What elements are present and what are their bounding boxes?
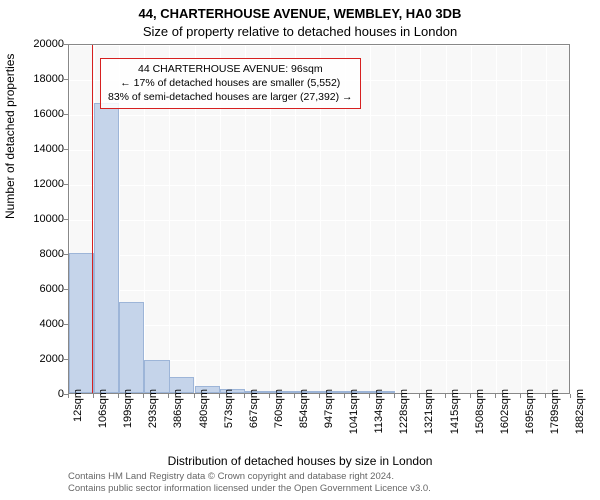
xtick-label: 1321sqm: [423, 389, 435, 449]
histogram-bar: [144, 360, 169, 393]
ytick-label: 14000: [14, 143, 64, 155]
ytick-label: 20000: [14, 38, 64, 50]
xtick-label: 667sqm: [248, 389, 260, 449]
xtick-label: 947sqm: [323, 389, 335, 449]
ytick-label: 10000: [14, 213, 64, 225]
xtick-label: 293sqm: [147, 389, 159, 449]
ytick-label: 12000: [14, 178, 64, 190]
ytick-label: 0: [14, 388, 64, 400]
xtick-label: 1415sqm: [449, 389, 461, 449]
gridline-v: [521, 45, 522, 393]
xtick-mark: [194, 394, 195, 398]
ytick-mark: [64, 79, 68, 80]
annotation-line1: 44 CHARTERHOUSE AVENUE: 96sqm: [108, 62, 353, 76]
xtick-label: 854sqm: [298, 389, 310, 449]
xtick-label: 386sqm: [172, 389, 184, 449]
xtick-mark: [445, 394, 446, 398]
ytick-mark: [64, 219, 68, 220]
gridline-v: [395, 45, 396, 393]
ytick-label: 8000: [14, 248, 64, 260]
x-axis-label: Distribution of detached houses by size …: [0, 454, 600, 468]
xtick-mark: [520, 394, 521, 398]
xtick-mark: [394, 394, 395, 398]
xtick-mark: [545, 394, 546, 398]
reference-line: [92, 45, 93, 393]
xtick-label: 1602sqm: [499, 389, 511, 449]
ytick-mark: [64, 44, 68, 45]
histogram-bar: [69, 253, 94, 393]
ytick-mark: [64, 114, 68, 115]
gridline-v: [446, 45, 447, 393]
footer-attribution: Contains HM Land Registry data © Crown c…: [68, 471, 431, 494]
xtick-mark: [319, 394, 320, 398]
xtick-label: 1228sqm: [398, 389, 410, 449]
ytick-mark: [64, 184, 68, 185]
xtick-mark: [269, 394, 270, 398]
xtick-mark: [68, 394, 69, 398]
chart-title-main: 44, CHARTERHOUSE AVENUE, WEMBLEY, HA0 3D…: [0, 6, 600, 21]
footer-line2: Contains public sector information licen…: [68, 483, 431, 494]
xtick-mark: [419, 394, 420, 398]
xtick-mark: [118, 394, 119, 398]
xtick-mark: [570, 394, 571, 398]
ytick-mark: [64, 254, 68, 255]
annotation-line2: ← 17% of detached houses are smaller (5,…: [108, 76, 353, 90]
xtick-label: 1134sqm: [373, 389, 385, 449]
xtick-mark: [294, 394, 295, 398]
ytick-label: 18000: [14, 73, 64, 85]
ytick-label: 2000: [14, 353, 64, 365]
ytick-label: 4000: [14, 318, 64, 330]
xtick-mark: [168, 394, 169, 398]
xtick-mark: [143, 394, 144, 398]
histogram-bar: [119, 302, 144, 393]
chart-title-sub: Size of property relative to detached ho…: [0, 24, 600, 39]
histogram-bar: [94, 103, 119, 394]
xtick-mark: [495, 394, 496, 398]
ytick-mark: [64, 324, 68, 325]
xtick-label: 1789sqm: [549, 389, 561, 449]
gridline-v: [571, 45, 572, 393]
ytick-mark: [64, 149, 68, 150]
gridline-v: [496, 45, 497, 393]
xtick-label: 760sqm: [273, 389, 285, 449]
xtick-mark: [470, 394, 471, 398]
histogram-chart: 44, CHARTERHOUSE AVENUE, WEMBLEY, HA0 3D…: [0, 0, 600, 500]
xtick-label: 199sqm: [122, 389, 134, 449]
xtick-label: 573sqm: [223, 389, 235, 449]
xtick-mark: [244, 394, 245, 398]
xtick-label: 1508sqm: [474, 389, 486, 449]
xtick-label: 12sqm: [72, 389, 84, 449]
gridline-v: [546, 45, 547, 393]
gridline-v: [370, 45, 371, 393]
ytick-label: 16000: [14, 108, 64, 120]
xtick-label: 106sqm: [97, 389, 109, 449]
xtick-mark: [93, 394, 94, 398]
xtick-mark: [369, 394, 370, 398]
gridline-v: [420, 45, 421, 393]
xtick-label: 1041sqm: [348, 389, 360, 449]
xtick-label: 480sqm: [198, 389, 210, 449]
xtick-mark: [344, 394, 345, 398]
ytick-mark: [64, 359, 68, 360]
xtick-label: 1695sqm: [524, 389, 536, 449]
annotation-box: 44 CHARTERHOUSE AVENUE: 96sqm ← 17% of d…: [100, 58, 361, 109]
xtick-label: 1882sqm: [574, 389, 586, 449]
ytick-label: 6000: [14, 283, 64, 295]
xtick-mark: [219, 394, 220, 398]
annotation-line3: 83% of semi-detached houses are larger (…: [108, 90, 353, 104]
gridline-v: [471, 45, 472, 393]
ytick-mark: [64, 289, 68, 290]
footer-line1: Contains HM Land Registry data © Crown c…: [68, 471, 431, 482]
